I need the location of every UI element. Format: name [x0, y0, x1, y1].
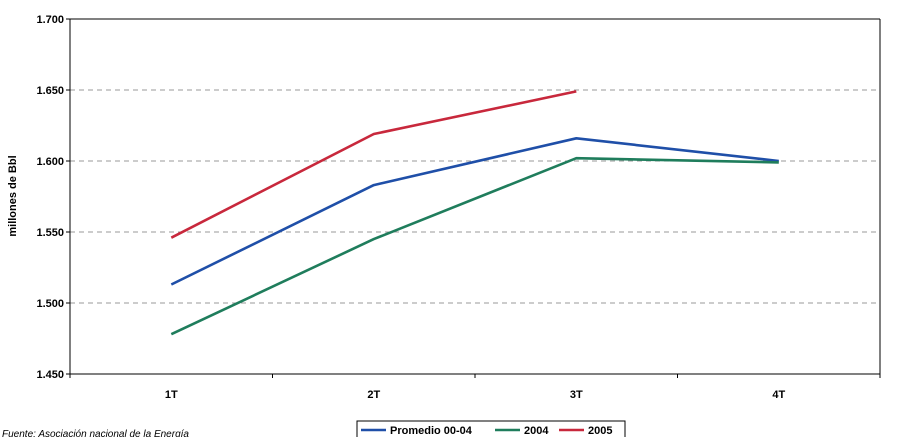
y-axis-ticks: 1.450 1.500 1.550 1.600 1.650 1.700 [36, 14, 70, 381]
y-axis-label: millones de Bbl [7, 155, 19, 236]
legend-label: Promedio 00-04 [390, 425, 473, 437]
grid-lines [70, 18, 881, 374]
legend-box [356, 420, 626, 437]
y-tick-label: 1.550 [36, 227, 64, 239]
series-line-2005 [170, 90, 577, 239]
y-tick-label: 1.500 [36, 298, 64, 310]
y-tick-label: 1.600 [36, 156, 64, 168]
x-tick-label: 1T [165, 389, 178, 401]
y-tick-label: 1.450 [36, 369, 64, 381]
x-tick-label: 3T [570, 389, 583, 401]
y-tick-label: 1.650 [36, 85, 64, 97]
legend: Promedio 00-04 2004 2005 [356, 420, 626, 437]
y-tick-label: 1.700 [36, 14, 64, 26]
legend-label: 2005 [588, 425, 612, 437]
x-tick-label: 2T [367, 389, 380, 401]
source-note: Fuente: Asociación nacional de la Energí… [2, 429, 189, 437]
series-lines [170, 90, 779, 336]
legend-label: 2004 [524, 425, 549, 437]
series-line-promedio-00-04 [170, 137, 779, 286]
series-line-2004 [170, 156, 779, 336]
x-axis-ticks: 1T 2T 3T 4T [69, 374, 881, 401]
x-tick-label: 4T [772, 389, 785, 401]
